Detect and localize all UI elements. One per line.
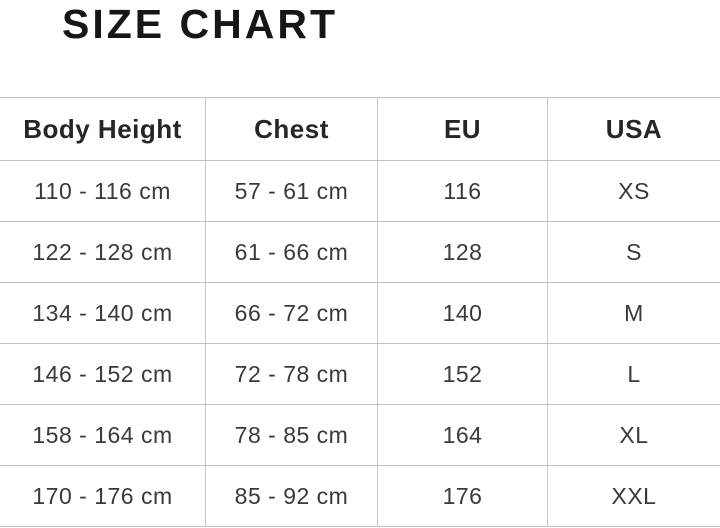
chest-value: 85 - 92 cm: [205, 466, 377, 526]
column-header-usa: USA: [547, 98, 720, 160]
chest-value: 61 - 66 cm: [205, 222, 377, 282]
chest-value: 57 - 61 cm: [205, 161, 377, 221]
column-header-chest: Chest: [205, 98, 377, 160]
eu-size-value: 152: [377, 344, 547, 404]
eu-size-value: 128: [377, 222, 547, 282]
column-header-eu: EU: [377, 98, 547, 160]
usa-size-value: XL: [547, 405, 720, 465]
usa-size-value: XS: [547, 161, 720, 221]
usa-size-value: L: [547, 344, 720, 404]
table-row-m: 134 - 140 cm 66 - 72 cm 140 M: [0, 282, 720, 343]
table-row-xl: 158 - 164 cm 78 - 85 cm 164 XL: [0, 404, 720, 465]
eu-size-value: 116: [377, 161, 547, 221]
usa-size-value: XXL: [547, 466, 720, 526]
chest-value: 72 - 78 cm: [205, 344, 377, 404]
usa-size-value: M: [547, 283, 720, 343]
body-height-value: 158 - 164 cm: [32, 421, 173, 448]
table-row-s: 122 - 128 cm 61 - 66 cm 128 S: [0, 221, 720, 282]
page-title: SIZE CHART: [62, 1, 338, 47]
column-header-body-height: Body Height: [23, 113, 182, 144]
body-height-value: 134 - 140 cm: [32, 299, 173, 326]
eu-size-value: 176: [377, 466, 547, 526]
body-height-value: 110 - 116 cm: [34, 177, 171, 204]
usa-size-value: S: [547, 222, 720, 282]
table-row-l: 146 - 152 cm 72 - 78 cm 152 L: [0, 343, 720, 404]
table-row-xs: 110 - 116 cm 57 - 61 cm 116 XS: [0, 160, 720, 221]
eu-size-value: 164: [377, 405, 547, 465]
chest-value: 78 - 85 cm: [205, 405, 377, 465]
table-header-row: Body Height Chest EU USA: [0, 98, 720, 160]
chest-value: 66 - 72 cm: [205, 283, 377, 343]
table-row-xxl: 170 - 176 cm 85 - 92 cm 176 XXL: [0, 465, 720, 526]
body-height-value: 170 - 176 cm: [32, 482, 173, 509]
body-height-value: 122 - 128 cm: [32, 238, 173, 265]
size-chart-table: Body Height Chest EU USA 110 - 116 cm 57…: [0, 97, 720, 527]
body-height-value: 146 - 152 cm: [32, 360, 173, 387]
eu-size-value: 140: [377, 283, 547, 343]
